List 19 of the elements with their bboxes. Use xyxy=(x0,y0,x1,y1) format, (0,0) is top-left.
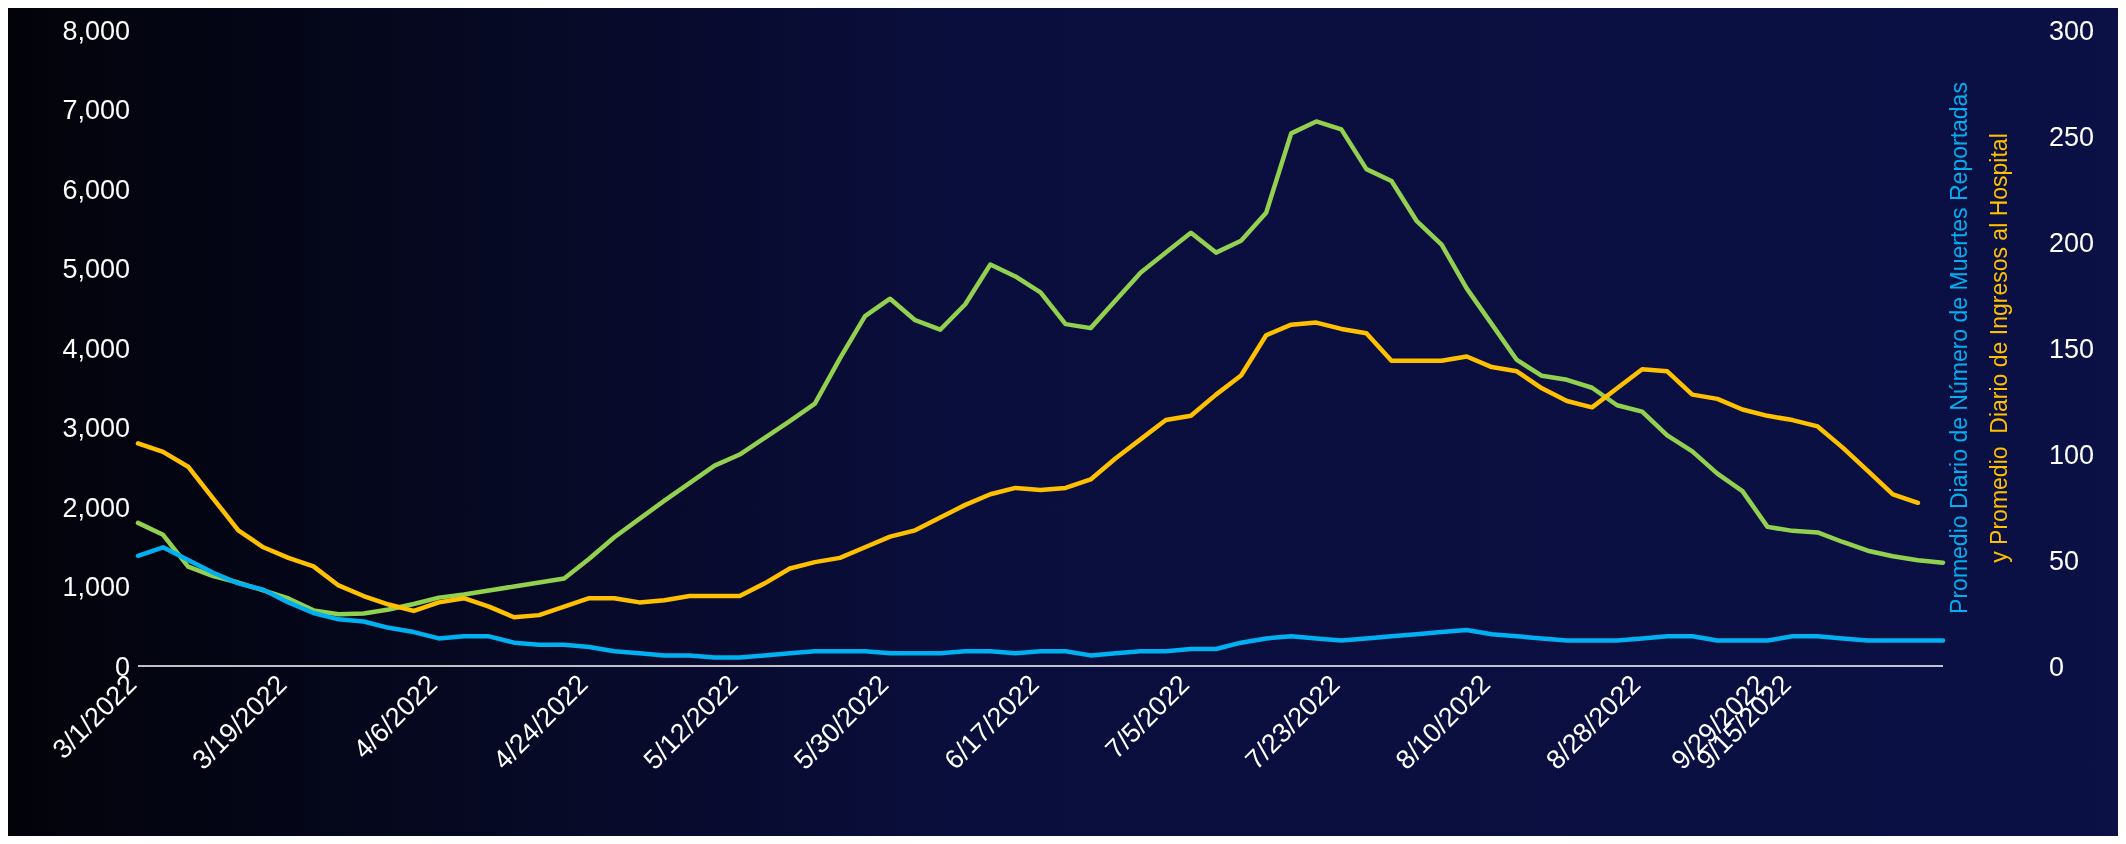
y2-tick-label: 250 xyxy=(2049,121,2095,152)
line-series xyxy=(135,119,1946,617)
y2-tick-label: 0 xyxy=(2049,651,2065,682)
y2-axis-title: Promedio Diario de Número de Muertes Reportadas y Promedio Diario de Ingresos al Hospital xyxy=(1946,82,2012,614)
y-tick-label: 1,000 xyxy=(62,572,130,603)
y2-tick-label: 200 xyxy=(2049,227,2095,258)
y-tick-label: 4,000 xyxy=(62,333,130,364)
line-series xyxy=(135,320,1921,620)
y-tick-label: 6,000 xyxy=(62,174,130,205)
y2-tick-label: 100 xyxy=(2049,439,2095,470)
y2-tick-label: 50 xyxy=(2049,545,2080,576)
y2-tick-label: 150 xyxy=(2049,333,2095,364)
y2-tick-label: 300 xyxy=(2049,15,2095,46)
y-tick-label: 7,000 xyxy=(62,95,130,126)
y-tick-label: 5,000 xyxy=(62,254,130,285)
y-tick-label: 3,000 xyxy=(62,413,130,444)
line-series xyxy=(135,545,1946,660)
y-tick-label: 8,000 xyxy=(62,15,130,46)
y-tick-label: 2,000 xyxy=(62,492,130,523)
